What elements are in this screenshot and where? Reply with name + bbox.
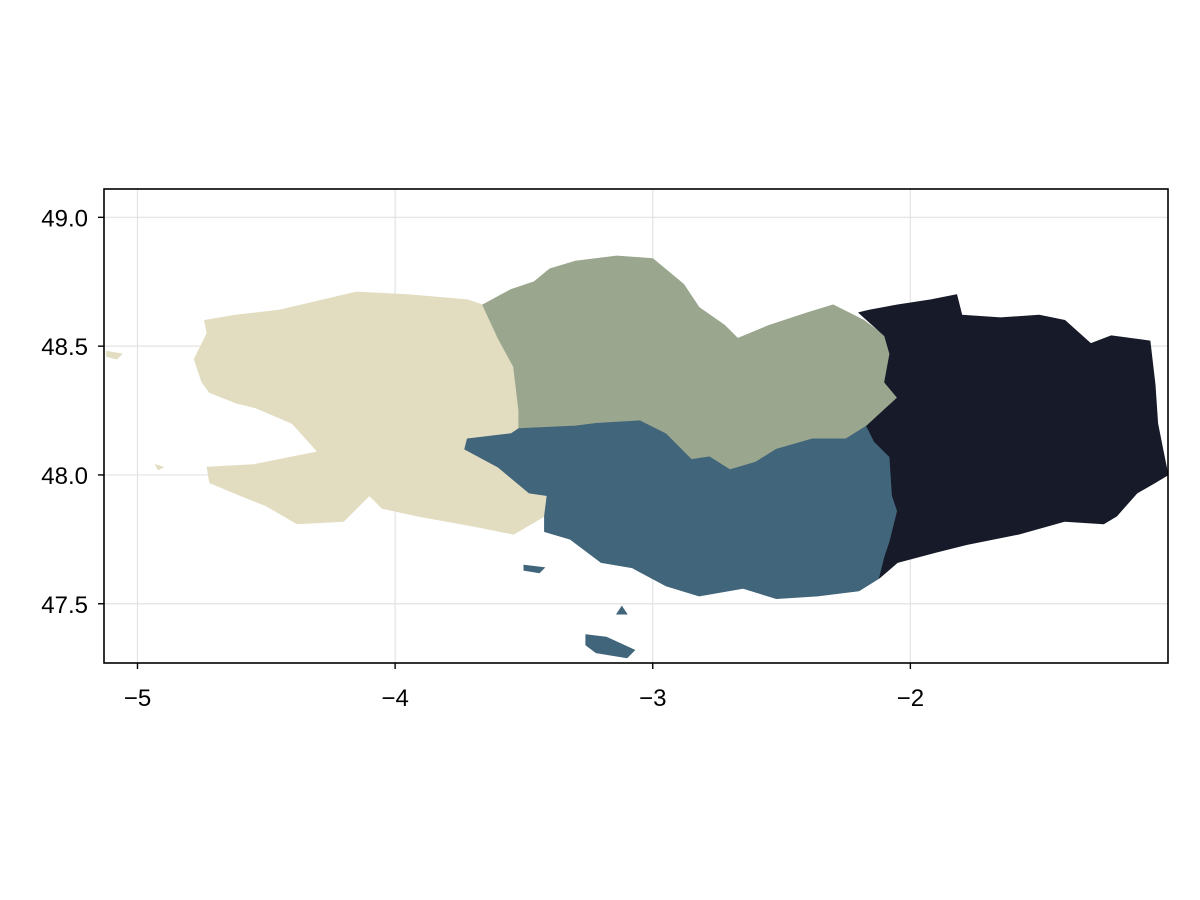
y-tick-label: 48.5: [41, 334, 88, 361]
y-tick-label: 47.5: [41, 592, 88, 619]
ticks-layer: −5 −4 −3 −2 47.5 48.0 48.5 49.0: [41, 205, 924, 712]
y-tick-label: 48.0: [41, 463, 88, 490]
region-west: [106, 291, 548, 535]
region-south-island: [615, 605, 628, 615]
axes-frame: [103, 188, 1169, 664]
region-west-island: [154, 463, 165, 471]
region-east: [858, 294, 1169, 579]
region-south-island: [523, 564, 546, 574]
y-tick-label: 49.0: [41, 205, 88, 232]
region-south-island: [585, 634, 636, 659]
regions-layer: [106, 255, 1169, 659]
x-tick-label: −5: [124, 685, 151, 712]
x-tick-label: −2: [897, 685, 924, 712]
region-west-island: [106, 350, 123, 360]
x-tick-label: −4: [381, 685, 408, 712]
x-tick-label: −3: [639, 685, 666, 712]
region-west-shape: [193, 291, 548, 535]
region-east-shape: [858, 294, 1169, 579]
plot-area: −5 −4 −3 −2 47.5 48.0 48.5 49.0: [41, 188, 1169, 712]
